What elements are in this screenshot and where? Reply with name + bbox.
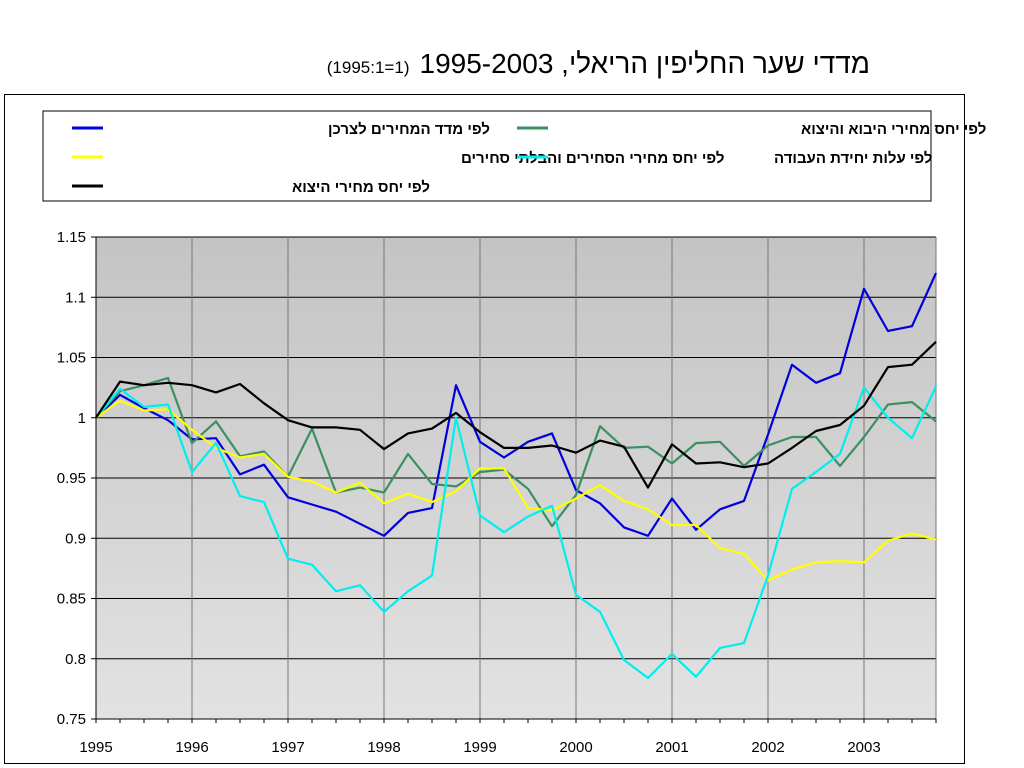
x-tick-label: 1997 [271, 739, 304, 756]
y-tick-label: 0.75 [57, 711, 86, 728]
series-line-2 [95, 376, 937, 528]
chart-title: מדדי שער החליפין הריאלי, 1995-2003 [419, 48, 871, 79]
x-tick-label: 2000 [559, 739, 592, 756]
y-tick-label: 1 [78, 410, 86, 427]
chart-title-block: מדדי שער החליפין הריאלי, 1995-2003 (1=199… [0, 48, 870, 80]
y-tick-label: 1.05 [57, 350, 86, 367]
axes: 0.75 0.8 0.85 0.9 0.95 1 1.05 1.1 1.15 1995 1996 19… [57, 229, 937, 756]
series-line-1 [95, 272, 938, 537]
legend-label-2: לפי יחס מחירי היבוא והיצוא [801, 121, 986, 138]
y-tick-label: 0.85 [57, 591, 86, 608]
y-tick-label: 0.8 [65, 651, 86, 668]
x-tick-label: 1999 [463, 739, 496, 756]
x-tick-label: 2001 [655, 739, 688, 756]
legend-box [42, 110, 932, 202]
y-tick-label: 0.9 [65, 530, 86, 547]
series-line-4 [95, 385, 937, 680]
legend-label-5: לפי יחס מחירי היצוא [292, 179, 430, 196]
y-tick-label: 1.15 [57, 229, 86, 246]
x-tick-label: 2002 [751, 739, 784, 756]
chart-frame [4, 94, 965, 764]
legend-label-4: לפי עלות יחידת העבודה [774, 150, 933, 167]
y-tick-label: 0.95 [57, 470, 86, 487]
legend: לפי מדד המחירים לצרכן לפי יחס מחירי היבוא… [42, 110, 986, 202]
x-tick-label: 1996 [175, 739, 208, 756]
x-tick-label: 1995 [79, 739, 112, 756]
legend-label-3: לפי יחס מחירי הסחירים והבלתי סחירים [461, 150, 724, 167]
chart-title-note: (1=1995:1) [326, 58, 410, 77]
series-lines [95, 272, 938, 680]
y-tick-label: 1.1 [65, 289, 86, 306]
x-tick-label: 2003 [847, 739, 880, 756]
legend-label-1: לפי מדד המחירים לצרכן [328, 121, 490, 138]
series-line-3 [95, 399, 937, 582]
series-line-5 [95, 341, 937, 489]
x-tick-label: 1998 [367, 739, 400, 756]
